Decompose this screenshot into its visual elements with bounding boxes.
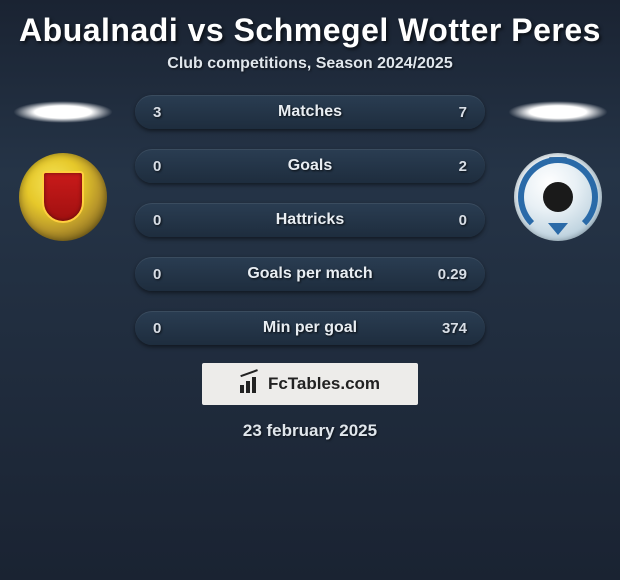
left-player-column <box>8 89 117 241</box>
watermark: FcTables.com <box>202 363 418 405</box>
stat-right-value: 7 <box>459 104 467 121</box>
left-club-badge <box>19 153 107 241</box>
stat-row-hattricks: 0 Hattricks 0 <box>135 203 485 237</box>
right-club-badge <box>514 153 602 241</box>
footer-date: 23 february 2025 <box>0 421 620 441</box>
stats-bars: 3 Matches 7 0 Goals 2 0 Hattricks 0 0 Go… <box>135 89 485 345</box>
stat-label: Goals <box>135 157 485 175</box>
stat-row-matches: 3 Matches 7 <box>135 95 485 129</box>
stat-row-goals: 0 Goals 2 <box>135 149 485 183</box>
stat-row-goals-per-match: 0 Goals per match 0.29 <box>135 257 485 291</box>
stat-right-value: 2 <box>459 158 467 175</box>
watermark-text: FcTables.com <box>268 374 380 394</box>
stat-label: Hattricks <box>135 211 485 229</box>
bar-chart-icon <box>240 375 264 393</box>
player-silhouette-shadow <box>508 101 608 123</box>
page-subtitle: Club competitions, Season 2024/2025 <box>0 55 620 89</box>
badge-triangle-icon <box>548 223 568 235</box>
page-title: Abualnadi vs Schmegel Wotter Peres <box>0 0 620 55</box>
right-player-column <box>503 89 612 241</box>
player-silhouette-shadow <box>13 101 113 123</box>
soccer-ball-icon <box>543 182 573 212</box>
comparison-body: 3 Matches 7 0 Goals 2 0 Hattricks 0 0 Go… <box>0 89 620 345</box>
stat-right-value: 0 <box>459 212 467 229</box>
comparison-card: Abualnadi vs Schmegel Wotter Peres Club … <box>0 0 620 441</box>
stat-label: Min per goal <box>135 319 485 337</box>
stat-row-min-per-goal: 0 Min per goal 374 <box>135 311 485 345</box>
stat-label: Goals per match <box>135 265 485 283</box>
stat-right-value: 374 <box>442 320 467 337</box>
shield-icon <box>42 171 84 223</box>
stat-right-value: 0.29 <box>438 266 467 283</box>
stat-label: Matches <box>135 103 485 121</box>
